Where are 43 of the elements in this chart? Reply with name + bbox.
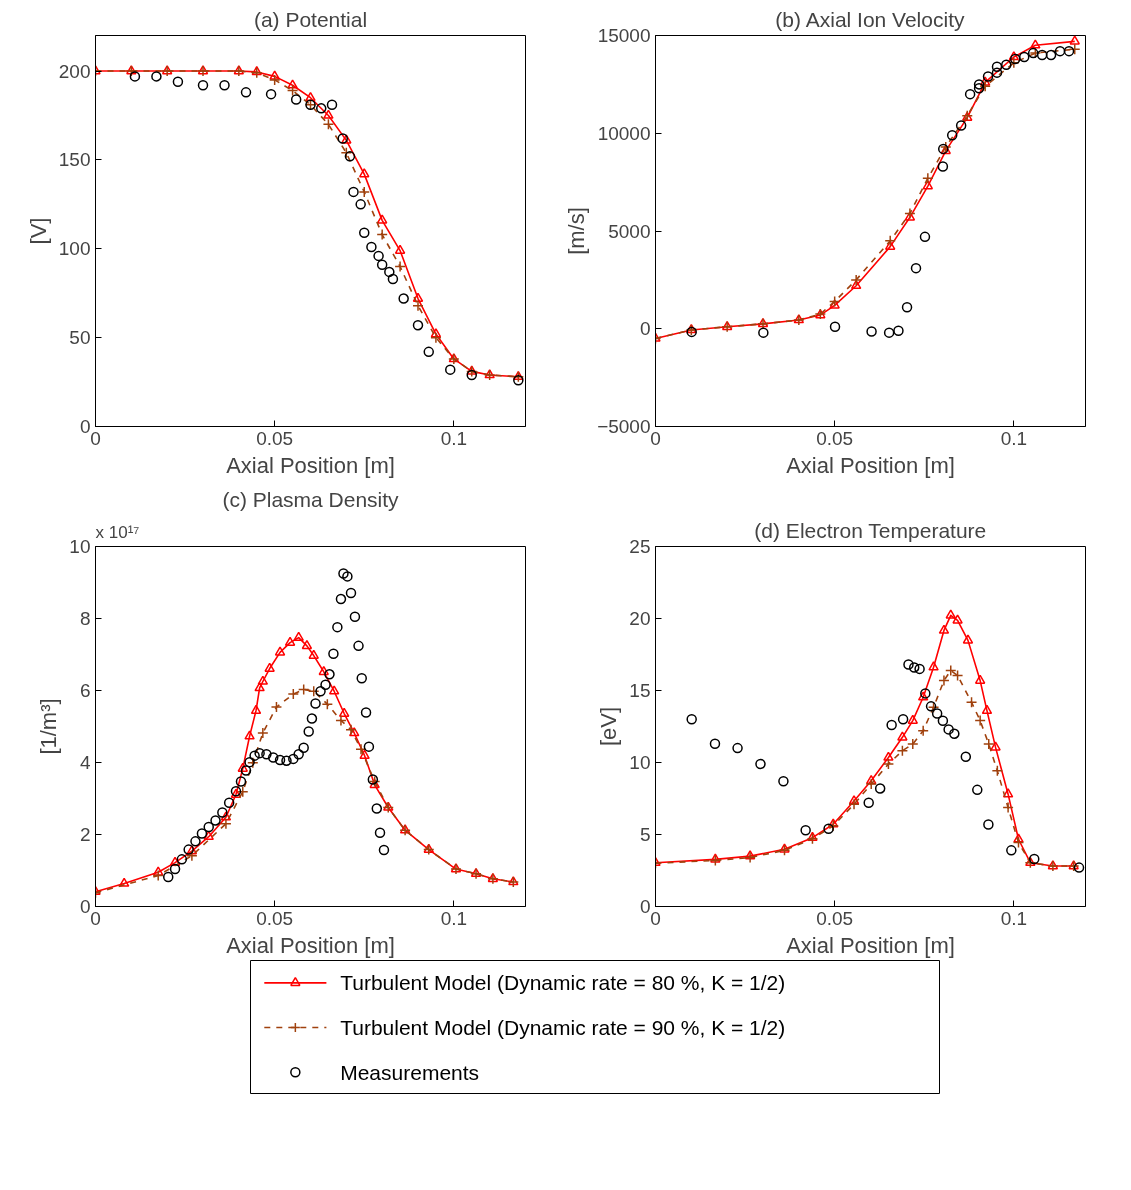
y-tick-label: 2 <box>79 824 91 845</box>
y-tick-label: 15 <box>629 680 651 701</box>
legend-label: Turbulent Model (Dynamic rate = 90 %, K = 1/2) <box>340 1016 786 1039</box>
y-tick-label: 150 <box>58 149 91 171</box>
y-tick-label: 50 <box>69 327 91 349</box>
y-tick-label: 5 <box>639 824 651 845</box>
y-tick-label: 5000 <box>608 220 651 242</box>
x-tick-label: 0.1 <box>440 907 468 929</box>
y-tick-label: 6 <box>79 680 91 701</box>
chart-title: (a) Potential <box>253 7 368 31</box>
chart-title: (d) Electron Temperature <box>754 518 987 542</box>
chart-title: (c) Plasma Density <box>222 487 400 511</box>
x-tick-label: 0.1 <box>1000 907 1028 929</box>
x-tick-label: 0.05 <box>816 907 854 929</box>
legend-label: Turbulent Model (Dynamic rate = 80 %, K = 1/2) <box>340 971 786 995</box>
legend-label: Measurements <box>340 1060 480 1084</box>
y-tick-label: 10000 <box>597 122 651 144</box>
y-tick-label: 10 <box>629 752 651 773</box>
y-tick-label: 0 <box>639 318 651 340</box>
x-tick-label: 0.05 <box>816 427 854 449</box>
y-tick-label: 10 <box>69 536 91 557</box>
chart-title: (b) Axial Ion Velocity <box>775 7 965 31</box>
y-axis-title: [m/s] <box>564 207 590 255</box>
y-axis-title: [1/m³] <box>36 698 62 755</box>
x-tick-label: 0.1 <box>440 427 468 449</box>
x-axis-title: Axial Position [m] <box>226 932 395 958</box>
y-tick-label: 15000 <box>597 25 651 46</box>
y-tick-label: 4 <box>79 752 91 773</box>
y-tick-label: 20 <box>629 608 651 629</box>
y-tick-label: 8 <box>79 608 91 629</box>
x-axis-title: Axial Position [m] <box>226 452 395 478</box>
y-axis-title: [eV] <box>596 706 622 747</box>
x-tick-label: 0.1 <box>1000 427 1028 449</box>
y-tick-label: 100 <box>58 238 91 260</box>
x-tick-label: 0.05 <box>256 907 294 929</box>
text: x 10¹⁷ <box>95 522 140 542</box>
y-axis-title: [V] <box>25 217 51 245</box>
y-tick-label: 200 <box>58 60 91 82</box>
x-tick-label: 0.05 <box>256 427 294 449</box>
y-tick-label: −5000 <box>597 416 651 437</box>
x-axis-title: Axial Position [m] <box>786 932 955 958</box>
x-axis-title: Axial Position [m] <box>786 452 955 478</box>
y-tick-label: 25 <box>629 536 651 557</box>
